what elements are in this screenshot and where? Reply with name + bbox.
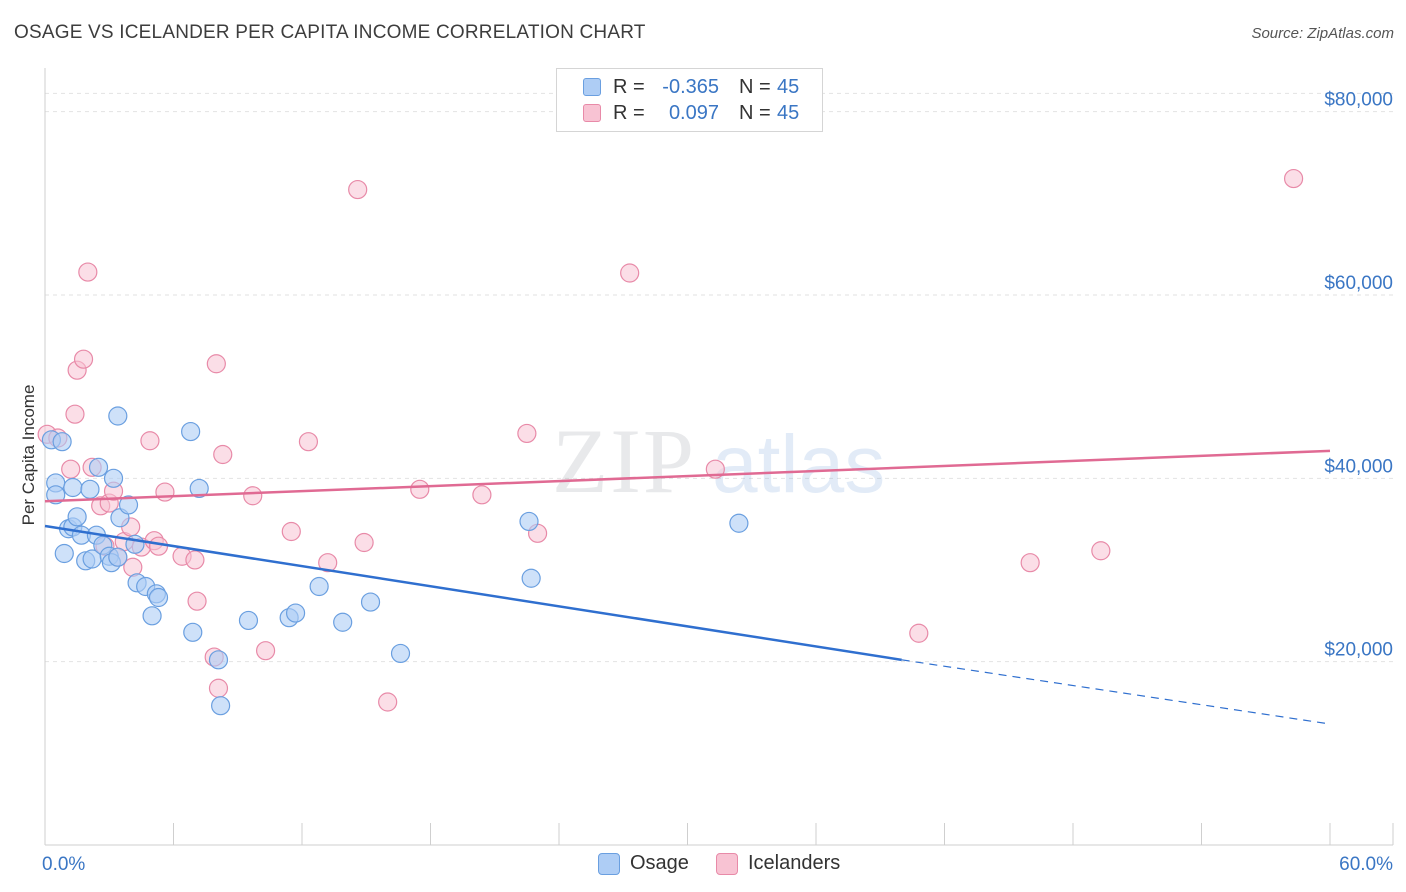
icelanders-point — [348, 179, 368, 200]
osage-trend-line — [44, 524, 902, 662]
osage-point — [211, 696, 231, 716]
icelanders-swatch — [583, 104, 601, 122]
icelanders-point — [73, 349, 94, 369]
icelanders-point — [1020, 553, 1040, 573]
r-value: -0.365 — [662, 75, 719, 98]
osage-point — [333, 612, 353, 632]
osage-point — [285, 603, 306, 623]
x-tick-label-max: 60.0% — [1339, 854, 1393, 875]
icelanders-legend-label: Icelanders — [748, 852, 841, 874]
icelanders-point — [78, 262, 98, 282]
osage-point — [108, 547, 128, 567]
icelanders-point — [318, 553, 338, 573]
icelanders-point — [1091, 541, 1111, 561]
y-axis-title: Per Capita Income — [19, 385, 38, 526]
osage-point — [729, 513, 749, 533]
axis-labels: $20,000 $40,000 $60,000 $80,000 0.0% 60.0% Per… — [19, 90, 1393, 875]
icelanders-point — [354, 532, 374, 553]
icelanders-point — [620, 263, 640, 283]
icelanders-point — [243, 486, 263, 506]
icelanders-point — [140, 431, 160, 451]
osage-point — [148, 587, 169, 608]
icelanders-point — [61, 459, 81, 479]
icelanders-point — [185, 550, 205, 570]
n-label: N = — [739, 75, 771, 98]
icelanders-legend-swatch — [716, 852, 738, 875]
n-value: 45 — [777, 75, 800, 98]
icelanders-point — [187, 591, 207, 611]
y-tick-label: $20,000 — [1324, 640, 1393, 661]
legend-item-icelanders[interactable]: Icelanders — [716, 852, 840, 875]
icelanders-point — [65, 404, 85, 424]
chart-title: OSAGE VS ICELANDER PER CAPITA INCOME COR… — [14, 22, 646, 43]
icelanders-point — [148, 536, 169, 556]
icelanders-points — [37, 168, 1304, 712]
osage-point — [54, 543, 74, 564]
osage-points — [41, 406, 749, 716]
osage-legend-label: Osage — [630, 852, 689, 874]
y-tick-label: $80,000 — [1324, 90, 1393, 111]
icelanders-point — [208, 678, 229, 698]
watermark: ZIP atlas — [552, 410, 885, 512]
correlation-legend: R = -0.365 N = 45 R = 0.097 N = 45 — [556, 68, 823, 132]
osage-point — [238, 610, 259, 631]
osage-point — [521, 568, 541, 588]
axes — [44, 68, 1394, 846]
osage-point — [63, 477, 83, 498]
legend-row-osage: R = -0.365 N = 45 — [583, 74, 799, 100]
osage-point — [360, 592, 381, 612]
icelanders-point — [517, 423, 537, 444]
series-legend: Osage Icelanders — [0, 852, 1406, 878]
osage-point — [80, 479, 100, 499]
osage-point — [46, 485, 66, 505]
gridlines — [45, 92, 1393, 663]
icelanders-point — [1283, 168, 1304, 189]
osage-point — [181, 421, 201, 442]
osage-trend-extension — [901, 659, 1331, 725]
y-tick-label: $40,000 — [1324, 456, 1393, 477]
icelanders-point — [206, 354, 226, 374]
osage-point — [67, 507, 87, 527]
legend-row-icelanders: R = 0.097 N = 45 — [583, 100, 799, 126]
r-label: R = — [613, 75, 645, 98]
icelanders-point — [472, 485, 492, 505]
watermark-zip: ZIP — [552, 410, 696, 512]
osage-point — [309, 576, 329, 597]
icelanders-point — [298, 432, 319, 452]
osage-point — [108, 406, 128, 426]
osage-point — [390, 643, 411, 664]
osage-point — [88, 457, 109, 477]
osage-legend-swatch — [598, 852, 620, 875]
icelanders-point — [281, 521, 301, 542]
osage-point — [208, 650, 229, 670]
r-value: 0.097 — [668, 101, 719, 124]
n-value: 45 — [777, 101, 800, 124]
osage-point — [189, 478, 209, 499]
icelanders-trend-line — [44, 449, 1331, 503]
osage-point — [142, 606, 162, 626]
icelanders-point — [255, 641, 276, 661]
osage-point — [118, 495, 139, 515]
osage-point — [103, 468, 124, 488]
osage-point — [183, 622, 203, 642]
icelanders-point — [410, 479, 430, 499]
source-label: Source: ZipAtlas.com — [1251, 25, 1394, 42]
osage-point — [519, 511, 539, 532]
y-tick-label: $60,000 — [1324, 273, 1393, 294]
watermark-atlas: atlas — [712, 419, 885, 510]
icelanders-point — [378, 692, 398, 712]
n-label: N = — [739, 101, 771, 124]
legend-item-osage[interactable]: Osage — [598, 852, 689, 875]
trend-lines — [44, 449, 1331, 725]
icelanders-point — [155, 482, 175, 502]
icelanders-point — [909, 623, 929, 643]
osage-swatch — [583, 78, 601, 96]
x-tick-label-min: 0.0% — [42, 854, 85, 875]
r-label: R = — [613, 101, 645, 124]
icelanders-point — [213, 444, 233, 465]
osage-point — [52, 432, 72, 452]
